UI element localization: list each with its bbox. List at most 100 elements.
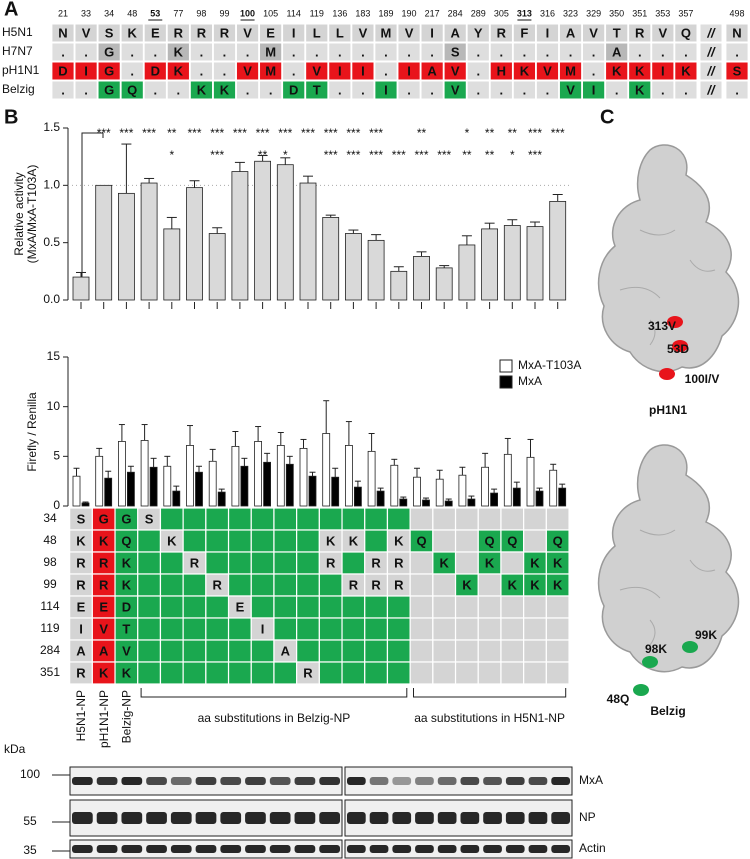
- blot-band: [415, 777, 434, 785]
- residue: V: [243, 63, 252, 78]
- residue-cell: [443, 61, 467, 81]
- position-number: 21: [58, 8, 68, 18]
- significance: ***: [346, 148, 360, 162]
- y-tick-label: 0: [53, 498, 60, 512]
- residue: K: [174, 44, 184, 59]
- table-cell: [137, 573, 162, 597]
- residue-cell: [466, 80, 490, 100]
- residue-cell: [489, 80, 513, 100]
- bar: [140, 440, 149, 507]
- residue-cell: [512, 61, 536, 81]
- residue-cell: [212, 61, 237, 81]
- table-cell: [432, 639, 457, 663]
- blot-band: [528, 845, 548, 853]
- residue: K: [508, 577, 518, 592]
- residue-cell: [651, 42, 675, 62]
- residue-cell: [628, 23, 652, 43]
- blot-band: [195, 845, 217, 853]
- position-number: 98: [196, 8, 206, 18]
- significance: ***: [278, 126, 292, 140]
- table-cell: [432, 573, 457, 597]
- site-patch: [667, 316, 683, 328]
- residue-cell: [120, 42, 144, 62]
- table-cell: [137, 551, 162, 575]
- bar: [344, 233, 362, 301]
- residue-cell: [512, 80, 536, 100]
- table-cell: [477, 617, 502, 641]
- table-cell: [500, 617, 525, 641]
- residue: .: [200, 63, 204, 78]
- residue: K: [681, 63, 691, 78]
- residue: R: [394, 555, 404, 570]
- site-patch: [682, 641, 698, 653]
- residue-cell: [235, 61, 260, 81]
- blot-band: [437, 812, 457, 824]
- residue-cell: [535, 61, 560, 81]
- bar: [490, 492, 499, 507]
- table-cell: [227, 639, 252, 663]
- table-cell: [545, 639, 570, 663]
- bar: [526, 456, 535, 507]
- residue: T: [313, 82, 321, 97]
- blot-band: [319, 812, 340, 824]
- residue-cell: [143, 42, 167, 62]
- marker-label: 100: [20, 767, 40, 781]
- site-label: 99K: [695, 628, 717, 642]
- residue-cell: [535, 23, 560, 43]
- blot-band: [437, 845, 457, 853]
- residue: .: [246, 82, 250, 97]
- bar: [512, 487, 521, 507]
- site-label: 98K: [645, 642, 667, 656]
- bar: [195, 471, 203, 507]
- residue: R: [76, 555, 86, 570]
- residue: .: [523, 82, 527, 97]
- y-tick-label: 15: [47, 349, 61, 363]
- residue: K: [394, 533, 404, 548]
- table-cell: [341, 595, 366, 619]
- table-cell: [364, 639, 389, 663]
- residue: E: [151, 25, 160, 40]
- residue: M: [565, 63, 576, 78]
- significance: *: [169, 148, 174, 162]
- residue-cell: [420, 80, 444, 100]
- table-cell: [386, 661, 411, 685]
- table-cell: [341, 661, 366, 685]
- residue-cell: [582, 42, 606, 62]
- bar: [376, 490, 385, 507]
- residue-cell: [725, 23, 749, 43]
- table-cell: [296, 551, 320, 575]
- bar: [399, 498, 408, 507]
- table-cell: [454, 639, 479, 663]
- residue: .: [61, 44, 65, 59]
- blot-band: [121, 812, 143, 824]
- residue-cell: [212, 23, 237, 43]
- significance: **: [485, 126, 495, 140]
- significance: *: [510, 148, 515, 162]
- residue-cell: [443, 42, 467, 62]
- blot-band: [269, 845, 291, 853]
- blot-band: [294, 845, 316, 853]
- residue: .: [361, 44, 365, 59]
- table-cell: [523, 507, 547, 531]
- residue-cell: [374, 23, 398, 43]
- significance: ***: [369, 148, 383, 162]
- residue: T: [122, 621, 130, 636]
- table-cell: [500, 551, 525, 575]
- residue: .: [684, 82, 688, 97]
- residue-cell: [189, 23, 214, 43]
- bar: [331, 476, 340, 507]
- table-cell: [182, 595, 207, 619]
- table-cell: [137, 639, 162, 663]
- table-cell: [523, 595, 547, 619]
- position-number: 136: [332, 8, 347, 18]
- site-label: 48Q: [607, 692, 630, 706]
- blot-band: [220, 777, 242, 785]
- table-cell: [523, 529, 547, 553]
- residue: .: [523, 44, 527, 59]
- separator: //: [706, 25, 716, 40]
- residue: K: [197, 82, 207, 97]
- residue-cell: [282, 80, 306, 100]
- structure-name: pH1N1: [649, 403, 687, 417]
- residue: I: [338, 63, 342, 78]
